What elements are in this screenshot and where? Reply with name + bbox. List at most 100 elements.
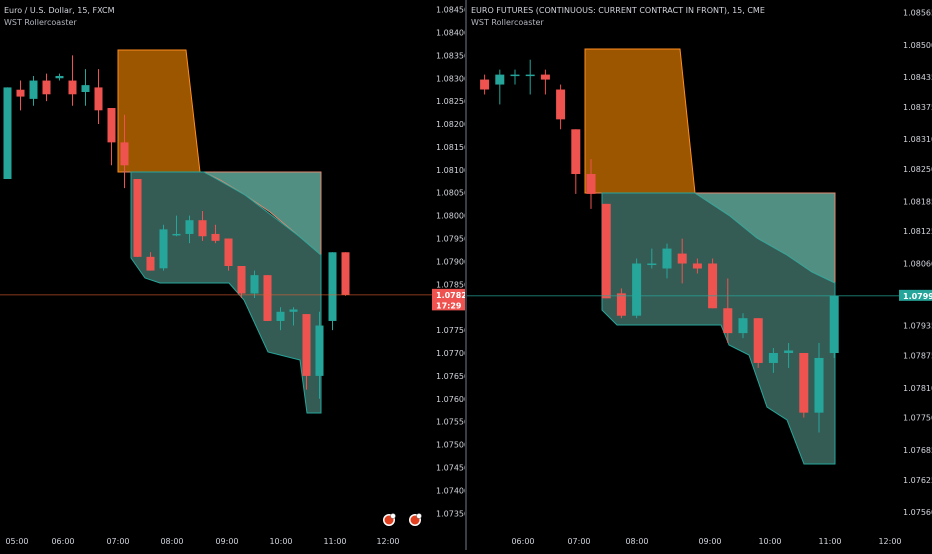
x-tick-label: 10:00 (269, 537, 292, 546)
y-tick-label: 1.07935 (903, 322, 932, 331)
candle-body (556, 89, 566, 120)
flag-icon[interactable] (383, 513, 396, 527)
y-tick-label: 1.08400 (436, 28, 465, 37)
candle (315, 311, 324, 399)
candle-body (68, 80, 77, 95)
candle (525, 59, 535, 95)
candle (328, 252, 337, 331)
candle (146, 252, 155, 271)
y-tick-label: 1.07550 (436, 418, 465, 427)
candle (237, 266, 246, 299)
candle-body (302, 314, 311, 376)
candle (723, 278, 733, 344)
candle (94, 69, 103, 125)
candle-body (263, 275, 272, 321)
price-label: 1.07827 (436, 291, 465, 300)
left-indicator-label: WST Rollercoaster (4, 18, 77, 27)
candle-body (616, 293, 626, 316)
flag-icon-badge (416, 513, 422, 519)
bearish-zone (584, 48, 696, 194)
bullish-zone-lower (601, 192, 836, 465)
candle-body (525, 74, 535, 77)
pane-divider[interactable] (465, 0, 467, 550)
candle-body (723, 308, 733, 334)
candle-body (662, 248, 672, 269)
x-tick-label: 11:00 (818, 537, 841, 546)
candle-body (601, 203, 611, 299)
candle (120, 114, 129, 189)
candle-body (784, 350, 794, 353)
candle-body (768, 353, 778, 363)
y-tick-label: 1.08450 (436, 6, 465, 15)
candle (198, 211, 207, 241)
candle (495, 69, 505, 105)
candle (68, 55, 77, 106)
candle-body (172, 233, 181, 236)
candle-body (94, 87, 103, 111)
y-tick-label: 1.08350 (436, 51, 465, 60)
x-tick-label: 08:00 (625, 537, 648, 546)
x-tick-label: 05:00 (5, 537, 28, 546)
y-tick-label: 1.07750 (436, 326, 465, 335)
candle (172, 215, 181, 237)
candle-body (341, 252, 350, 295)
y-tick-label: 1.08200 (436, 120, 465, 129)
y-tick-label: 1.07500 (436, 441, 465, 450)
price-label-box (432, 299, 465, 311)
candle (692, 258, 702, 274)
candle (133, 179, 142, 257)
candle (708, 258, 718, 309)
flag-icon[interactable] (409, 513, 422, 527)
candle-body (55, 75, 64, 79)
candle-body (198, 220, 207, 237)
y-tick-label: 1.07400 (436, 486, 465, 495)
candle-body (753, 318, 763, 363)
candle (510, 69, 520, 85)
price-label-box (432, 288, 465, 300)
candle-body (289, 309, 298, 312)
y-tick-label: 1.07850 (436, 280, 465, 289)
right-chart-svg[interactable]: 1.08565 1.08500 1.08435 1.08375 1.08310 1.082… (467, 0, 932, 550)
y-tick-label: 1.08500 (903, 41, 932, 50)
candle (616, 288, 626, 319)
y-tick-label: 1.08250 (436, 97, 465, 106)
candle (55, 73, 64, 81)
left-chart-svg[interactable]: 1.08450 1.08400 1.08350 1.08300 1.08250 1.082… (0, 0, 472, 550)
candle-body (738, 318, 748, 334)
y-tick-label: 1.07900 (436, 257, 465, 266)
candle (814, 343, 824, 433)
candle (784, 343, 794, 368)
candle (738, 313, 748, 339)
y-tick-label: 1.08250 (903, 165, 932, 174)
candle (768, 348, 778, 373)
y-tick-label: 1.07625 (903, 476, 932, 485)
candle (263, 275, 272, 321)
y-tick-label: 1.07950 (436, 235, 465, 244)
candle (753, 318, 763, 368)
candle-body (81, 85, 90, 92)
candle (632, 258, 642, 319)
candle-body (328, 252, 337, 321)
candle-body (159, 229, 168, 269)
x-tick-label: 11:00 (323, 537, 346, 546)
y-tick-label: 1.08565 (903, 8, 932, 17)
candle (302, 314, 311, 390)
y-tick-label: 1.08435 (903, 73, 932, 82)
left-chart-pane[interactable]: 1.08450 1.08400 1.08350 1.08300 1.08250 1.082… (0, 0, 472, 550)
candle-body (799, 353, 809, 413)
y-tick-label: 1.08150 (436, 143, 465, 152)
candle (276, 307, 285, 331)
candle (571, 129, 581, 194)
x-tick-label: 06:00 (511, 537, 534, 546)
y-tick-label: 1.07350 (436, 509, 465, 518)
candle (480, 74, 490, 95)
x-tick-label: 06:00 (51, 537, 74, 546)
candle (677, 238, 687, 284)
right-indicator-label: WST Rollercoaster (471, 18, 544, 27)
x-tick-label: 12:00 (376, 537, 399, 546)
candle (224, 238, 233, 271)
x-tick-label: 07:00 (106, 537, 129, 546)
right-chart-title: EURO FUTURES (CONTINUOUS: CURRENT CONTRA… (471, 6, 765, 15)
price-label: 1.07995 (903, 292, 932, 301)
right-chart-pane[interactable]: 1.08565 1.08500 1.08435 1.08375 1.08310 1.082… (467, 0, 932, 550)
